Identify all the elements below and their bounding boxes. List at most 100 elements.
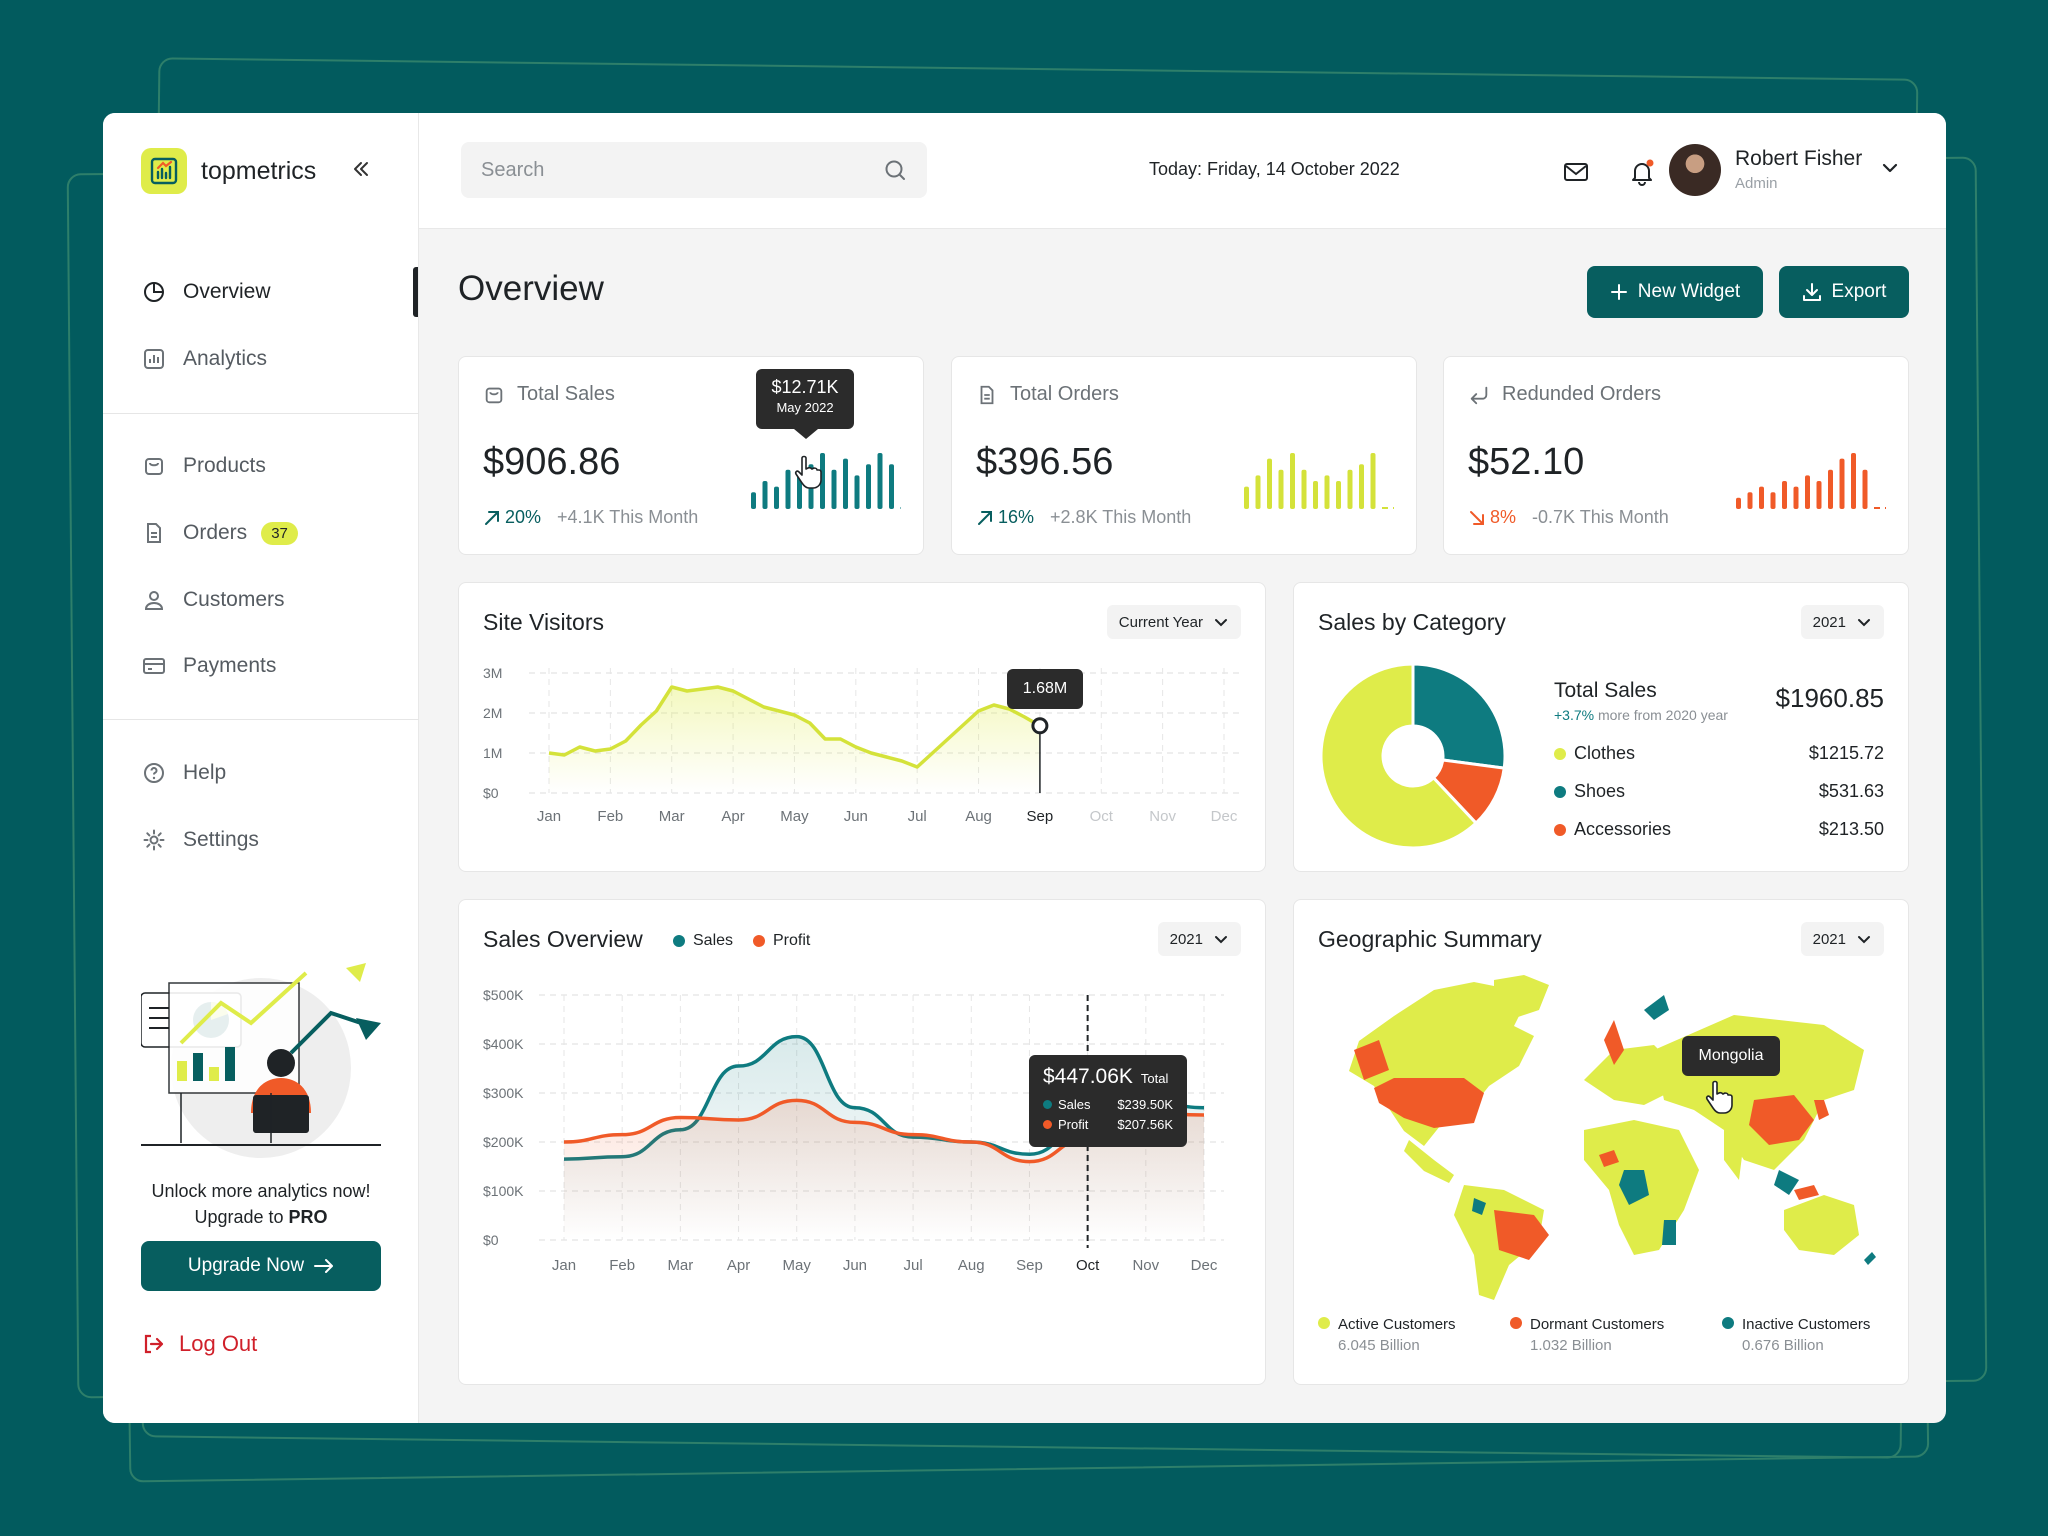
user-icon bbox=[141, 587, 167, 613]
user-role: Admin bbox=[1735, 175, 1778, 192]
user-name[interactable]: Robert Fisher bbox=[1735, 147, 1863, 170]
map-north-america[interactable] bbox=[1349, 975, 1549, 1183]
card-title: Geographic Summary bbox=[1318, 926, 1542, 952]
sidebar-item-orders[interactable]: Orders 37 bbox=[141, 513, 411, 553]
year-dropdown[interactable]: 2021 bbox=[1800, 605, 1884, 639]
kpi-change-pct: 20% bbox=[505, 507, 542, 527]
sales-overview-chart: $0 $100K $200K $300K $400K $500K Jan Feb Mar Apr M… bbox=[483, 987, 1224, 1274]
growth-text: more from 2020 year bbox=[1594, 707, 1728, 723]
year-dropdown[interactable]: 2021 bbox=[1157, 922, 1241, 956]
kpi-change: 20% +4.1K This Month bbox=[483, 507, 698, 528]
x-tick-label: Mar bbox=[667, 1257, 693, 1274]
legend-label: Dormant Customers bbox=[1530, 1316, 1665, 1333]
y-tick-label: 3M bbox=[483, 665, 502, 681]
upgrade-label: Upgrade Now bbox=[187, 1255, 305, 1276]
kpi-bar bbox=[1301, 469, 1307, 509]
map-south-america[interactable] bbox=[1454, 1185, 1549, 1300]
kpi-label-text: Redunded Orders bbox=[1502, 383, 1661, 405]
kpi-bar bbox=[1782, 481, 1787, 509]
kpi-bar bbox=[1839, 458, 1845, 509]
year-dropdown[interactable]: 2021 bbox=[1800, 922, 1884, 956]
legend-sales: Sales bbox=[673, 932, 733, 950]
active-indicator bbox=[413, 267, 418, 317]
map-europe-africa[interactable] bbox=[1584, 995, 1699, 1255]
kpi-label: Total Orders bbox=[976, 383, 1119, 406]
x-tick-label: Jul bbox=[903, 1257, 922, 1274]
hand-cursor-icon bbox=[1705, 1080, 1733, 1114]
legend-label: Inactive Customers bbox=[1742, 1316, 1871, 1333]
x-tick-label: Nov bbox=[1149, 808, 1176, 825]
kpi-bar bbox=[751, 492, 756, 509]
search-input[interactable]: Search bbox=[461, 142, 927, 198]
legend-label: Profit bbox=[773, 932, 811, 949]
bell-icon[interactable] bbox=[1627, 157, 1657, 187]
kpi-sparkbars bbox=[1736, 453, 1886, 509]
arrow-up-right-icon bbox=[485, 510, 499, 525]
sidebar-item-label: Overview bbox=[183, 280, 271, 303]
kpi-bar bbox=[1759, 486, 1764, 509]
category-value: $1215.72 bbox=[1808, 743, 1884, 763]
sidebar-item-label: Settings bbox=[183, 828, 259, 851]
kpi-bar bbox=[762, 481, 768, 509]
sidebar-item-overview[interactable]: Overview bbox=[141, 272, 411, 312]
legend-dot bbox=[1554, 823, 1566, 836]
arrow-down-right-icon bbox=[1470, 510, 1484, 525]
world-map bbox=[1349, 975, 1876, 1300]
geo-legend-dormant: Dormant Customers 1.032 Billion bbox=[1510, 1316, 1664, 1354]
legend-value: 0.676 Billion bbox=[1742, 1337, 1824, 1354]
sidebar-item-products[interactable]: Products bbox=[141, 446, 411, 486]
kpi-bar bbox=[1747, 492, 1753, 509]
y-tick-label: $0 bbox=[483, 1232, 499, 1248]
promo-pro: PRO bbox=[288, 1207, 328, 1227]
collapse-sidebar-icon[interactable] bbox=[351, 155, 371, 186]
geo-legend-inactive: Inactive Customers 0.676 Billion bbox=[1722, 1316, 1870, 1354]
sidebar-item-help[interactable]: Help bbox=[141, 753, 411, 793]
period-dropdown[interactable]: Current Year bbox=[1106, 605, 1241, 639]
sidebar-item-settings[interactable]: Settings bbox=[141, 820, 411, 860]
card-title: Site Visitors bbox=[483, 609, 605, 635]
x-tick-label: Jun bbox=[844, 808, 868, 825]
analytics-illustration bbox=[141, 963, 381, 1158]
new-widget-button[interactable]: New Widget bbox=[1587, 266, 1763, 318]
x-tick-label: May bbox=[780, 808, 809, 825]
map-oceania[interactable] bbox=[1784, 1185, 1876, 1265]
sidebar-item-analytics[interactable]: Analytics bbox=[141, 339, 411, 379]
tooltip-value: $12.71K bbox=[771, 377, 839, 397]
kpi-value: $396.56 bbox=[976, 441, 1114, 483]
series-area bbox=[564, 1100, 1204, 1240]
x-tick-label: Jan bbox=[552, 1257, 576, 1274]
kpi-bar bbox=[831, 469, 837, 509]
document-icon bbox=[141, 520, 167, 546]
credit-card-icon bbox=[141, 653, 167, 679]
logout-icon bbox=[144, 1334, 164, 1354]
pie-slice bbox=[1319, 662, 1479, 850]
mail-icon[interactable] bbox=[1561, 157, 1591, 187]
category-donut-chart bbox=[1319, 662, 1507, 850]
map-tooltip: Mongolia bbox=[1682, 1036, 1780, 1076]
sidebar-item-label: Orders bbox=[183, 521, 248, 544]
sidebar-item-customers[interactable]: Customers bbox=[141, 580, 411, 620]
kpi-bar bbox=[1816, 481, 1822, 509]
pie-slice bbox=[1411, 662, 1507, 770]
upgrade-now-button[interactable]: Upgrade Now bbox=[141, 1241, 381, 1291]
dashboard-window: topmetrics Overview Analytics Products O… bbox=[103, 113, 1946, 1423]
return-arrow-icon bbox=[1468, 384, 1490, 406]
export-button[interactable]: Export bbox=[1779, 266, 1909, 318]
kpi-bar bbox=[1290, 453, 1295, 509]
y-tick-label: $300K bbox=[483, 1085, 524, 1101]
gear-icon bbox=[141, 827, 167, 853]
brand[interactable]: topmetrics bbox=[141, 148, 316, 194]
search-icon[interactable] bbox=[883, 158, 907, 182]
avatar[interactable] bbox=[1669, 144, 1721, 196]
visitors-line bbox=[548, 685, 1041, 769]
logout-label: Log Out bbox=[179, 1331, 258, 1356]
logout-button[interactable]: Log Out bbox=[141, 1331, 257, 1357]
bar-chart-icon bbox=[141, 346, 167, 372]
category-row-accessories: Accessories $213.50 bbox=[1554, 819, 1884, 840]
legend-dot bbox=[1043, 1120, 1052, 1129]
sidebar-item-payments[interactable]: Payments bbox=[141, 646, 411, 686]
kpi-bar bbox=[1359, 464, 1364, 509]
chevron-down-icon[interactable] bbox=[1879, 157, 1901, 179]
kpi-card-refunded-orders: Redunded Orders $52.10 8% -0.7K This Mon… bbox=[1443, 356, 1909, 555]
site-visitors-chart: $0 1M 2M 3M Jan Feb Mar Apr May Jun Jul Aug Sep Oct No… bbox=[483, 665, 1244, 825]
